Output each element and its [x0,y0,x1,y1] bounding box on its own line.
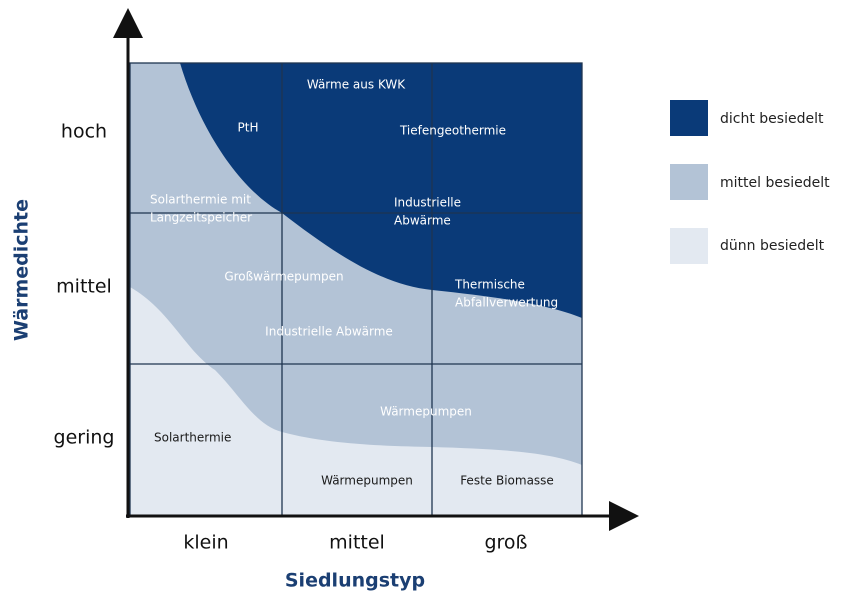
legend-swatch [670,164,708,200]
label: Wärmepumpen [321,474,413,488]
y-tick: gering [54,427,115,449]
label: Thermische [454,278,525,292]
x-title: Siedlungstyp [285,570,425,592]
legend-label: dünn besiedelt [720,238,825,254]
y-title: Wärmedichte [11,199,33,341]
legend-label: dicht besiedelt [720,111,824,127]
x-tick: klein [183,532,228,554]
y-tick: mittel [56,276,112,298]
x-tick: mittel [329,532,385,554]
label: Abwärme [394,214,451,228]
y-tick: hoch [61,121,107,143]
label: Großwärmepumpen [224,270,343,284]
label: Solarthermie [154,431,231,445]
label: Abfallverwertung [455,296,558,310]
label: Langzeitspeicher [150,211,252,225]
label: Feste Biomasse [460,474,554,488]
label: PtH [238,121,259,135]
sparse-region [130,287,582,516]
legend-swatch [670,100,708,136]
label: Industrielle [394,196,461,210]
label: Solarthermie mit [150,193,251,207]
x-tick: groß [484,532,527,554]
label: Industrielle Abwärme [265,325,393,339]
legend-swatch [670,228,708,264]
label: Wärme aus KWK [307,78,406,92]
label: Wärmepumpen [380,405,472,419]
legend-label: mittel besiedelt [720,175,830,191]
dense-region [180,63,582,318]
label: Tiefengeothermie [399,124,506,138]
